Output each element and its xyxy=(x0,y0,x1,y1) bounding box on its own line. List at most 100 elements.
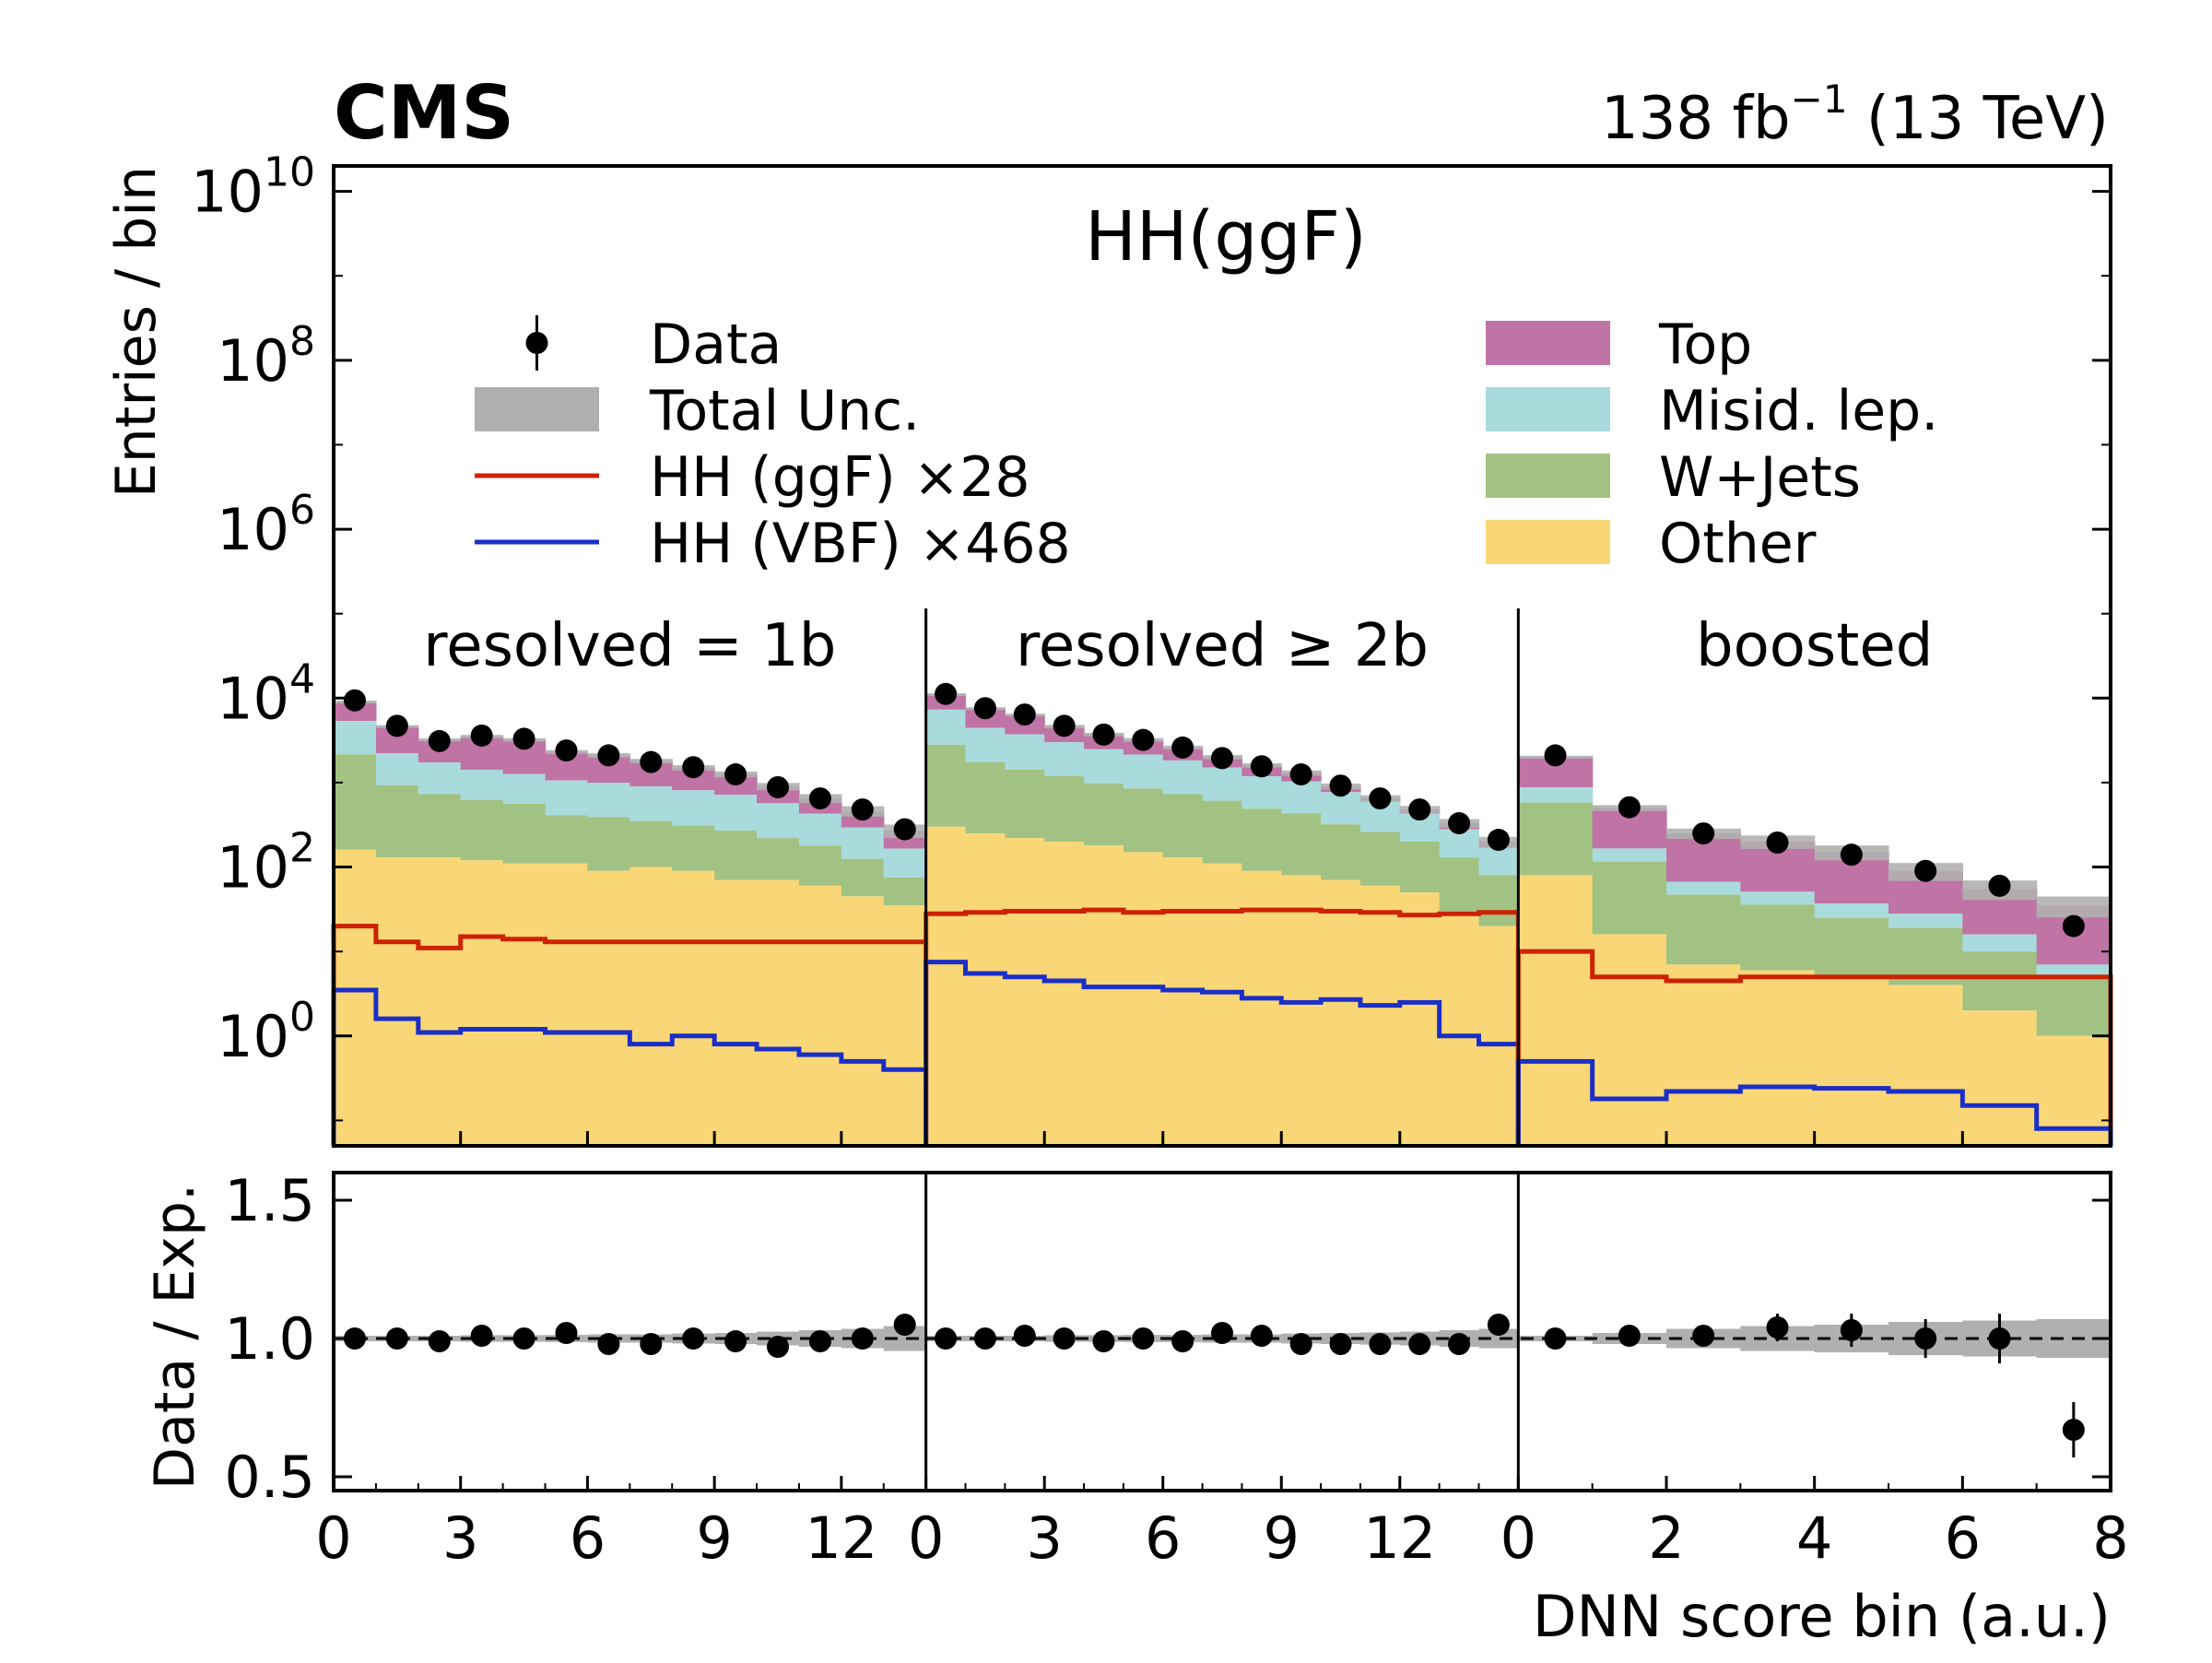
x-tick-label-p1-2: 6 xyxy=(1145,1504,1181,1572)
data-point-p0-b0 xyxy=(343,689,366,712)
data-point-p1-b7 xyxy=(1211,747,1233,770)
bar-wjets-p1-b2 xyxy=(1005,769,1045,839)
y-tick-base: 10 xyxy=(217,834,289,902)
data-point-p0-b8 xyxy=(682,756,705,779)
bar-other-p0-b0 xyxy=(334,849,377,1146)
bar-wjets-p1-b13 xyxy=(1439,857,1480,912)
ratio-point-p2-b2 xyxy=(1692,1325,1715,1347)
data-point-p1-b1 xyxy=(973,697,996,720)
y-tick-exponent: 4 xyxy=(289,655,315,702)
panel-label-1: resolved ≥ 2b xyxy=(1016,612,1429,680)
data-point-p0-b9 xyxy=(724,763,747,786)
legend-label-unc: Total Unc. xyxy=(649,379,920,443)
ratio-point-p1-b14 xyxy=(1487,1314,1510,1336)
bar-other-p2-b6 xyxy=(1962,1010,2038,1146)
ratio-point-p0-b3 xyxy=(470,1325,493,1347)
legend-swatch-unc xyxy=(475,387,599,431)
ratio-point-p2-b3 xyxy=(1766,1316,1789,1339)
bar-wjets-p0-b0 xyxy=(334,754,377,850)
data-point-p1-b5 xyxy=(1132,728,1155,751)
bar-wjets-p1-b6 xyxy=(1162,794,1204,858)
data-point-p0-b5 xyxy=(555,739,578,762)
bar-other-p2-b5 xyxy=(1888,985,1963,1146)
ratio-point-p1-b9 xyxy=(1289,1333,1312,1355)
data-point-p0-b2 xyxy=(428,729,451,752)
y-tick-exponent: 6 xyxy=(289,487,315,534)
ratio-point-p2-b0 xyxy=(1544,1327,1567,1350)
legend-label-hh_vbf: HH (VBF) ×468 xyxy=(650,512,1071,576)
panel-2-histogram xyxy=(1515,744,2113,1146)
bar-misid-p2-b2 xyxy=(1666,881,1741,895)
bar-misid-p0-b4 xyxy=(502,773,547,805)
bar-other-p2-b2 xyxy=(1666,964,1741,1146)
bar-wjets-p2-b7 xyxy=(2036,976,2112,1036)
lumi-label: 138 fb−1 (13 TeV) xyxy=(1601,77,2109,153)
data-point-p2-b1 xyxy=(1618,796,1641,819)
bar-wjets-p1-b4 xyxy=(1084,783,1124,846)
bar-top-p0-b0 xyxy=(334,702,377,722)
y-tick-exponent: 10 xyxy=(264,149,315,196)
bar-wjets-p2-b6 xyxy=(1962,951,2038,1011)
bar-misid-p1-b3 xyxy=(1044,742,1085,776)
lumi-suffix: (13 TeV) xyxy=(1848,85,2109,153)
bar-wjets-p1-b3 xyxy=(1044,775,1085,842)
data-point-p0-b7 xyxy=(640,750,663,773)
y-tick-label-ratio-2: 1.5 xyxy=(224,1167,315,1234)
data-point-p2-b7 xyxy=(2062,914,2085,938)
ratio-point-p0-b4 xyxy=(512,1327,535,1350)
bar-other-p1-b4 xyxy=(1084,845,1124,1146)
y-tick-base: 10 xyxy=(217,1003,289,1070)
bar-other-p1-b10 xyxy=(1321,879,1361,1146)
bar-other-p0-b4 xyxy=(502,863,547,1146)
bar-misid-p2-b0 xyxy=(1518,787,1594,803)
legend-label-top: Top xyxy=(1658,313,1752,377)
ratio-point-p1-b11 xyxy=(1369,1333,1392,1355)
y-tick-label-ratio-1: 1.0 xyxy=(224,1305,315,1373)
panel-1-histogram xyxy=(924,682,1521,1146)
bar-other-p1-b12 xyxy=(1399,892,1441,1146)
ratio-point-p2-b1 xyxy=(1618,1325,1641,1347)
ratio-point-p0-b5 xyxy=(555,1322,578,1344)
bar-other-p1-b3 xyxy=(1044,841,1085,1146)
panel-0-histogram xyxy=(331,689,929,1146)
bar-misid-p0-b11 xyxy=(798,813,842,846)
data-point-p2-b3 xyxy=(1766,831,1789,854)
chart-title: HH(ggF) xyxy=(1085,197,1367,277)
y-tick-label-main-1: 108 xyxy=(217,318,315,395)
ratio-point-p2-b7 xyxy=(2062,1419,2085,1441)
y-tick-label-ratio-0: 0.5 xyxy=(224,1444,315,1511)
data-point-p0-b11 xyxy=(808,787,831,810)
data-point-p1-b6 xyxy=(1171,736,1194,759)
y-tick-label-main-0: 1010 xyxy=(191,149,315,226)
legend-swatch-other xyxy=(1486,520,1610,564)
bar-other-p0-b13 xyxy=(883,905,927,1146)
legend-label-hh_ggf: HH (ggF) ×28 xyxy=(650,445,1030,510)
bar-other-p2-b0 xyxy=(1518,875,1594,1146)
line-hh_ggf-p1 xyxy=(924,907,1521,1146)
data-point-p1-b13 xyxy=(1448,812,1471,835)
ratio-point-p1-b8 xyxy=(1250,1325,1273,1347)
x-tick-label-p1-1: 3 xyxy=(1026,1504,1062,1572)
legend-label-data: Data xyxy=(650,313,782,377)
bar-misid-p0-b8 xyxy=(672,790,715,826)
chart-axes: resolved = 1b 0 3 6 9 12 resolved ≥ 2b 0 3 6 9 12 bo… xyxy=(191,149,2129,1572)
y-tick-base: 10 xyxy=(217,496,289,563)
line-hh_vbf-p0 xyxy=(331,987,929,1146)
bar-other-p1-b13 xyxy=(1439,911,1480,1146)
x-tick-label-p2-2: 4 xyxy=(1796,1504,1832,1572)
bar-wjets-p2-b1 xyxy=(1592,861,1667,935)
bar-wjets-p0-b10 xyxy=(757,838,800,880)
bar-misid-p0-b10 xyxy=(757,803,800,839)
bar-misid-p0-b12 xyxy=(841,827,885,859)
data-point-p1-b8 xyxy=(1250,755,1273,778)
data-point-p1-b2 xyxy=(1013,703,1036,726)
experiment-label: CMS xyxy=(334,70,514,156)
bar-wjets-p2-b0 xyxy=(1518,802,1594,876)
line-hh_vbf-p1 xyxy=(924,960,1521,1146)
bar-wjets-p0-b12 xyxy=(841,858,885,897)
bar-other-p0-b5 xyxy=(545,863,589,1146)
data-point-p1-b4 xyxy=(1092,723,1115,746)
y-axis-label-ratio: Data / Exp. xyxy=(143,1184,207,1490)
bar-misid-p0-b2 xyxy=(418,762,462,795)
